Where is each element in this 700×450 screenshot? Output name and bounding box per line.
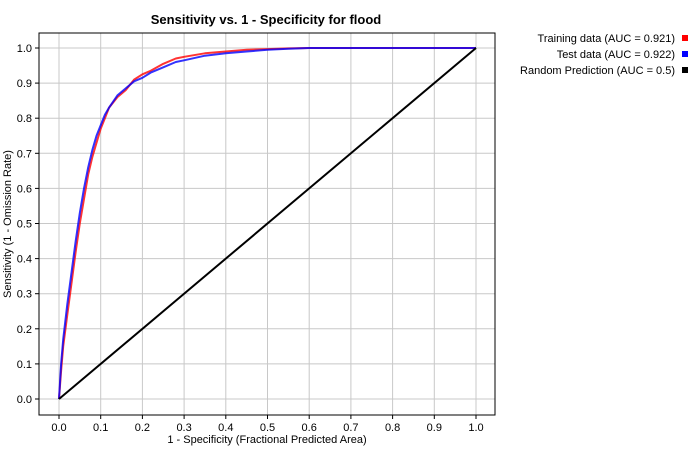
- x-tick-label: 0.0: [51, 422, 66, 434]
- x-tick-label: 0.9: [427, 422, 442, 434]
- y-tick-label: 0.0: [17, 394, 32, 406]
- series-lines: [58, 47, 477, 400]
- x-tick-label: 0.5: [260, 422, 275, 434]
- x-tick-label: 0.1: [93, 422, 108, 434]
- y-tick-label: 0.1: [17, 359, 32, 371]
- y-tick-label: 0.3: [17, 289, 32, 301]
- legend: Training data (AUC = 0.921) Test data (AU…: [520, 33, 688, 77]
- x-tick-label: 0.6: [302, 422, 317, 434]
- x-tick-label: 0.8: [385, 422, 400, 434]
- y-tick-label: 0.4: [17, 254, 32, 266]
- y-axis-title: Sensitivity (1 - Omission Rate): [2, 150, 14, 298]
- x-tick-label: 0.2: [135, 422, 150, 434]
- y-tick-label: 1.0: [17, 43, 32, 55]
- legend-random-prediction-swatch: [682, 67, 688, 73]
- y-tick-label: 0.6: [17, 183, 32, 195]
- legend-training-data-label: Training data (AUC = 0.921): [538, 33, 675, 45]
- test-data-line: [58, 47, 476, 400]
- y-tick-label: 0.5: [17, 219, 32, 231]
- x-tick-label: 1.0: [468, 422, 483, 434]
- x-tick-label: 0.3: [176, 422, 191, 434]
- y-tick-label: 0.8: [17, 113, 32, 125]
- legend-test-data-swatch: [682, 51, 688, 57]
- random-prediction-line: [58, 47, 477, 400]
- y-tick-label: 0.7: [17, 148, 32, 160]
- x-axis-title: 1 - Specificity (Fractional Predicted Ar…: [167, 434, 366, 446]
- x-tick-label: 0.4: [218, 422, 233, 434]
- tick-labels: 0.0 0.1 0.2 0.3 0.4 0.5 0.6 0.7 0.8 0.9 1.0 0.0 0.1 0…: [17, 43, 484, 434]
- x-tick-label: 0.7: [343, 422, 358, 434]
- y-tick-label: 0.9: [17, 78, 32, 90]
- chart-title: Sensitivity vs. 1 - Specificity for floo…: [151, 12, 382, 27]
- legend-random-prediction-label: Random Prediction (AUC = 0.5): [520, 65, 675, 77]
- y-tick-label: 0.2: [17, 324, 32, 336]
- legend-test-data-label: Test data (AUC = 0.922): [557, 49, 675, 61]
- legend-training-data-swatch: [682, 35, 688, 41]
